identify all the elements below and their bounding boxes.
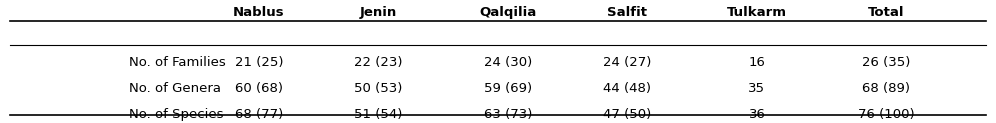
Text: 60 (68): 60 (68) <box>235 82 283 95</box>
Text: 59 (69): 59 (69) <box>484 82 532 95</box>
Text: Tulkarm: Tulkarm <box>727 6 787 19</box>
Text: 63 (73): 63 (73) <box>484 108 532 121</box>
Text: Nablus: Nablus <box>233 6 285 19</box>
Text: 68 (89): 68 (89) <box>863 82 910 95</box>
Text: 76 (100): 76 (100) <box>859 108 914 121</box>
Text: 16: 16 <box>749 56 765 69</box>
Text: No. of Genera: No. of Genera <box>129 82 221 95</box>
Text: Qalqilia: Qalqilia <box>479 6 537 19</box>
Text: 50 (53): 50 (53) <box>355 82 402 95</box>
Text: 26 (35): 26 (35) <box>863 56 910 69</box>
Text: 35: 35 <box>748 82 766 95</box>
Text: 51 (54): 51 (54) <box>355 108 402 121</box>
Text: No. of Families: No. of Families <box>129 56 226 69</box>
Text: 44 (48): 44 (48) <box>604 82 651 95</box>
Text: 24 (27): 24 (27) <box>604 56 651 69</box>
Text: 22 (23): 22 (23) <box>355 56 402 69</box>
Text: No. of Species: No. of Species <box>129 108 224 121</box>
Text: 36: 36 <box>749 108 765 121</box>
Text: Salfit: Salfit <box>608 6 647 19</box>
Text: 21 (25): 21 (25) <box>235 56 283 69</box>
Text: 68 (77): 68 (77) <box>235 108 283 121</box>
Text: 47 (50): 47 (50) <box>604 108 651 121</box>
Text: 24 (30): 24 (30) <box>484 56 532 69</box>
Text: Jenin: Jenin <box>360 6 397 19</box>
Text: Total: Total <box>869 6 904 19</box>
